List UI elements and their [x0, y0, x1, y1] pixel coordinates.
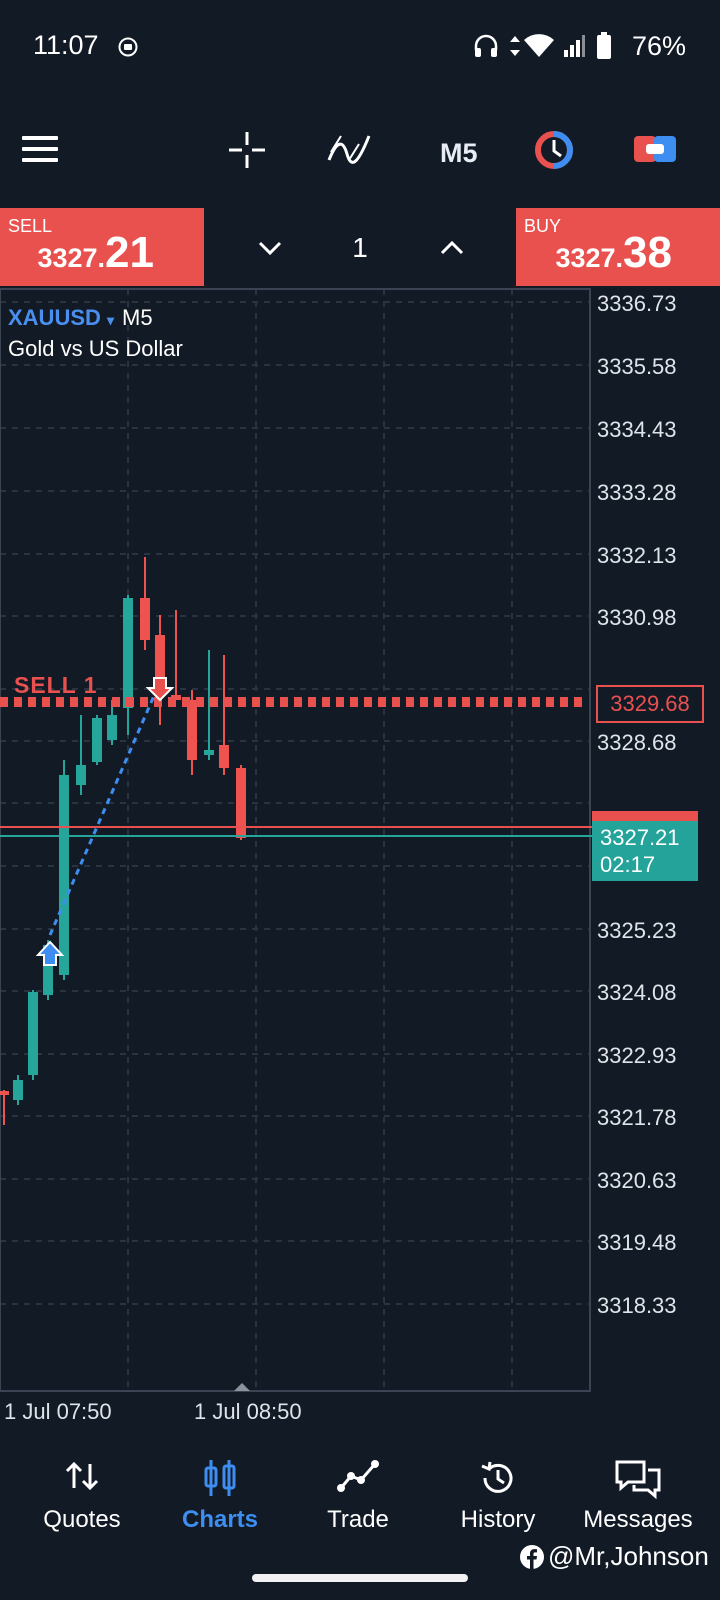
nav-charts[interactable]: Charts: [148, 1436, 292, 1546]
buy-price: 3327.38: [555, 228, 672, 277]
buy-label: BUY: [524, 216, 562, 236]
quotes-icon: [65, 1461, 99, 1491]
chart-timeframe: M5: [122, 305, 153, 330]
price-chart[interactable]: [0, 286, 720, 1396]
charts-icon: [204, 1460, 236, 1496]
candle-body: [107, 715, 117, 740]
one-click-trading-icon[interactable]: [534, 130, 574, 170]
bid-price-tag: 3327.21 02:17: [592, 821, 698, 881]
indicators-icon[interactable]: [327, 130, 371, 170]
history-icon: [481, 1461, 513, 1493]
nav-trade-label: Trade: [327, 1506, 389, 1533]
lot-size-input[interactable]: 1: [352, 232, 368, 263]
trade-toggle-icon[interactable]: [634, 134, 676, 164]
candles: [0, 557, 246, 1125]
nav-messages-label: Messages: [583, 1506, 693, 1533]
candle-body: [13, 1080, 23, 1100]
chart-grid: [0, 289, 590, 1391]
candle-body: [140, 598, 150, 640]
sell-label: SELL: [8, 216, 53, 236]
time-label: 1 Jul 08:50: [194, 1399, 302, 1424]
nav-charts-label: Charts: [181, 1506, 259, 1533]
price-label: 3330.98: [597, 605, 677, 630]
chart-symbol[interactable]: XAUUSD ▾: [8, 305, 115, 330]
time-scroll-marker: [234, 1383, 250, 1391]
candle-body: [76, 765, 86, 785]
candle-body: [204, 750, 214, 755]
nav-messages[interactable]: Messages: [566, 1436, 710, 1546]
candle-body: [59, 775, 69, 975]
trade-connector-line: [48, 681, 162, 936]
candle-body: [219, 745, 229, 768]
battery-icon: [597, 32, 611, 59]
buy-entry-arrow: [35, 940, 65, 966]
signal-icon: [564, 35, 585, 57]
sell-entry-arrow: [145, 677, 175, 702]
candle-body: [28, 992, 38, 1075]
lot-decrease-icon[interactable]: [252, 230, 288, 266]
price-label: 3333.28: [597, 480, 677, 505]
price-label: 3324.08: [597, 980, 677, 1005]
candle-countdown: 02:17: [600, 852, 656, 877]
price-label: 3321.78: [597, 1105, 677, 1130]
facebook-icon: [520, 1545, 544, 1569]
sell-button[interactable]: SELL 3327.21: [0, 208, 204, 286]
chart-symbol-description: Gold vs US Dollar: [8, 336, 183, 361]
battery-level: 76%: [632, 31, 687, 61]
price-label: 3320.63: [597, 1168, 677, 1193]
headphones-icon: [474, 34, 498, 57]
trade-icon: [337, 1460, 379, 1492]
wifi-icon: [524, 34, 554, 57]
chart-frame: [0, 288, 591, 1392]
price-label: 3325.23: [597, 918, 677, 943]
messages-icon: [615, 1460, 661, 1500]
time-label: 1 Jul 07:50: [4, 1399, 112, 1424]
bid-price-value: 3327.21: [600, 825, 680, 850]
screen-record-icon: [118, 37, 138, 57]
candle-body: [123, 598, 133, 708]
sell-order-price-tag: 3329.68: [596, 685, 704, 723]
candle-body: [236, 768, 246, 838]
lot-increase-icon[interactable]: [434, 230, 470, 266]
data-arrows-icon: [510, 36, 520, 56]
timeframe-selector[interactable]: M5: [440, 138, 478, 168]
price-label: 3335.58: [597, 354, 677, 379]
price-label: 3319.48: [597, 1230, 677, 1255]
status-bar: 11:07 76%: [0, 0, 720, 98]
sell-price: 3327.21: [37, 228, 154, 277]
price-label: 3332.13: [597, 543, 677, 568]
candle-body: [92, 718, 102, 762]
price-label: 3322.93: [597, 1043, 677, 1068]
nav-trade[interactable]: Trade: [286, 1436, 430, 1546]
candle-body: [187, 700, 197, 760]
buy-button[interactable]: BUY 3327.38: [516, 208, 720, 286]
crosshair-icon[interactable]: [227, 130, 267, 170]
price-label: 3328.68: [597, 730, 677, 755]
bottom-navigation: Quotes Charts Trade History Messages: [0, 1436, 720, 1556]
sell-order-label: SELL 1: [14, 672, 98, 698]
price-label: 3318.33: [597, 1293, 677, 1318]
price-label: 3334.43: [597, 417, 677, 442]
nav-history[interactable]: History: [426, 1436, 570, 1546]
nav-quotes[interactable]: Quotes: [10, 1436, 154, 1546]
ask-price-tag: [592, 811, 698, 823]
candle-body: [0, 1091, 9, 1095]
menu-icon[interactable]: [22, 136, 58, 162]
candle-body: [155, 635, 165, 690]
candle-body: [43, 945, 53, 995]
status-time: 11:07: [33, 30, 99, 60]
price-label: 3336.73: [597, 291, 677, 316]
lot-size-control: 1: [204, 208, 516, 286]
chart-toolbar: M5: [0, 98, 720, 206]
nav-history-label: History: [460, 1506, 536, 1533]
watermark-text: @Mr,Johnson: [548, 1541, 709, 1571]
home-indicator[interactable]: [252, 1574, 468, 1582]
nav-quotes-label: Quotes: [43, 1506, 121, 1533]
